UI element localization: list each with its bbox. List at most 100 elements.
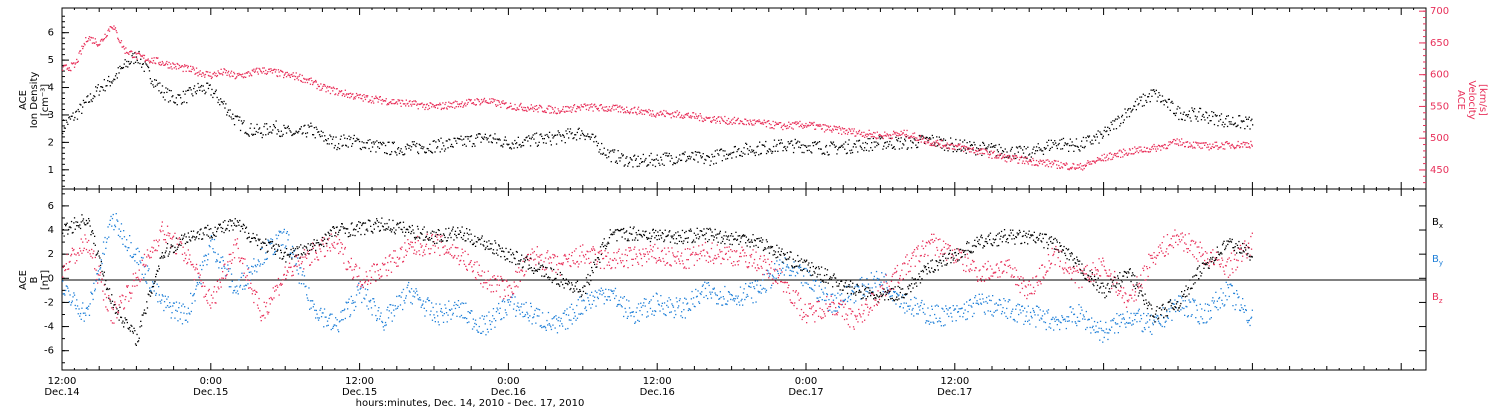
data-point	[251, 273, 253, 275]
data-point	[211, 88, 213, 91]
data-point	[414, 100, 416, 102]
data-point	[194, 300, 196, 302]
data-point	[1224, 295, 1227, 297]
data-point	[914, 137, 916, 139]
data-point	[399, 99, 401, 101]
data-point	[246, 133, 249, 135]
data-point	[611, 150, 613, 152]
data-point	[351, 302, 353, 304]
data-point	[558, 316, 560, 319]
data-point	[329, 134, 331, 136]
data-point	[640, 158, 642, 160]
data-point	[764, 145, 766, 148]
data-point	[1072, 308, 1074, 310]
data-point	[1235, 304, 1237, 306]
data-point	[1071, 141, 1073, 143]
data-point	[820, 125, 822, 127]
data-point	[875, 141, 877, 143]
data-point	[1041, 315, 1044, 317]
data-point	[1104, 126, 1106, 128]
data-point	[163, 309, 165, 312]
data-point	[719, 148, 722, 151]
data-point	[219, 73, 221, 75]
data-point	[568, 131, 571, 133]
data-point	[530, 305, 532, 308]
data-point	[1099, 320, 1102, 322]
data-point	[870, 136, 872, 138]
data-point	[1217, 148, 1219, 150]
data-point	[649, 307, 652, 310]
data-point	[1227, 287, 1230, 289]
data-point	[444, 103, 446, 106]
data-point	[1096, 160, 1098, 162]
data-point	[1186, 306, 1188, 308]
data-point	[270, 238, 272, 240]
data-point	[587, 133, 589, 135]
data-point	[1078, 149, 1080, 151]
data-point	[884, 134, 887, 137]
data-point	[335, 88, 338, 90]
data-point	[225, 103, 227, 105]
data-point	[964, 147, 966, 150]
data-point	[153, 86, 155, 88]
data-point	[531, 136, 533, 138]
data-point	[1164, 99, 1166, 101]
data-point	[143, 253, 146, 256]
data-point	[126, 60, 128, 63]
data-point	[931, 305, 933, 307]
data-point	[1124, 149, 1126, 152]
data-point	[842, 128, 844, 130]
data-point	[214, 251, 216, 254]
data-point	[210, 307, 212, 309]
data-point	[545, 142, 547, 144]
data-point	[98, 44, 100, 46]
data-point	[834, 126, 836, 128]
data-point	[904, 312, 906, 314]
data-point	[1065, 327, 1067, 330]
data-point	[384, 321, 387, 324]
data-point	[1026, 157, 1028, 160]
data-point	[1127, 322, 1129, 324]
data-point	[192, 266, 195, 268]
data-point	[1154, 148, 1157, 150]
data-point	[1061, 138, 1063, 141]
data-point	[608, 152, 611, 154]
data-point	[493, 138, 495, 140]
data-point	[559, 134, 561, 136]
data-point	[825, 144, 828, 147]
data-point	[727, 291, 730, 293]
data-point	[519, 313, 521, 315]
data-point	[615, 160, 618, 162]
data-point	[809, 287, 811, 289]
data-point	[200, 86, 202, 88]
data-point	[211, 238, 213, 240]
data-point	[1195, 317, 1197, 319]
data-point	[499, 307, 501, 309]
data-point	[413, 290, 415, 292]
data-point	[1117, 323, 1119, 325]
data-point	[153, 290, 155, 292]
data-point	[113, 25, 115, 27]
data-point	[153, 57, 155, 59]
data-point	[948, 307, 951, 309]
data-point	[354, 98, 356, 100]
data-point	[67, 268, 69, 270]
data-point	[1034, 164, 1036, 166]
data-point	[704, 287, 707, 290]
data-point	[294, 264, 297, 266]
data-point	[1145, 151, 1147, 153]
data-point	[459, 103, 461, 105]
data-point	[626, 299, 628, 301]
data-point	[574, 134, 576, 136]
data-point	[938, 144, 940, 146]
data-point	[304, 124, 306, 126]
data-point	[750, 297, 753, 299]
data-point	[657, 303, 660, 305]
data-point	[80, 104, 82, 106]
data-point	[472, 102, 474, 104]
data-point	[354, 301, 356, 303]
data-point	[1223, 126, 1225, 128]
data-point	[1158, 322, 1160, 324]
data-point	[1212, 297, 1214, 299]
data-point	[1049, 323, 1051, 325]
